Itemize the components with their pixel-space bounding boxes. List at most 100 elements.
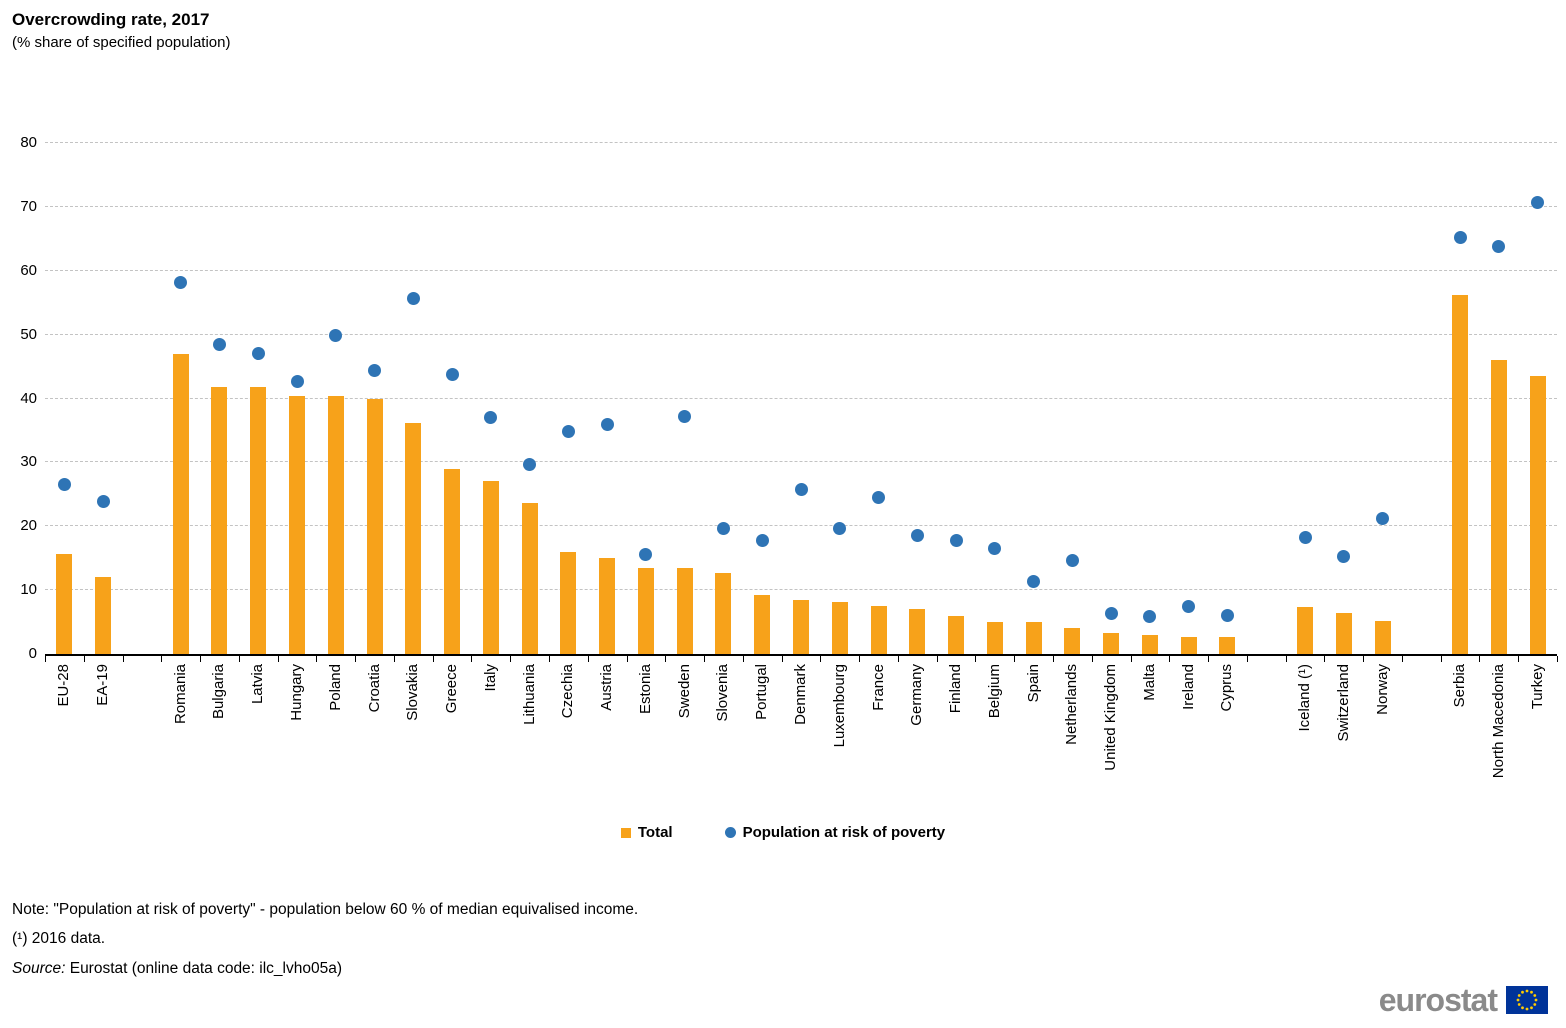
bar-romania: [172, 353, 189, 654]
bar-slovakia: [405, 422, 422, 654]
bar-greece: [444, 469, 461, 654]
x-tick: [742, 656, 744, 662]
gridline-70: [45, 205, 1557, 207]
bar-france: [870, 606, 887, 654]
dot-slovakia: [406, 292, 420, 306]
dot-norway: [1376, 512, 1390, 526]
dot-slovenia: [716, 521, 730, 535]
dot-austria: [600, 417, 614, 431]
dot-switzerland: [1337, 550, 1351, 564]
dot-germany: [910, 528, 924, 542]
dot-hungary: [290, 375, 304, 389]
y-tick-label-40: 40: [20, 389, 37, 407]
x-label-estonia: Estonia: [636, 664, 654, 715]
bar-hungary: [289, 395, 305, 654]
x-tick: [45, 656, 46, 662]
dot-netherlands: [1065, 553, 1079, 567]
dot-ea-19: [96, 495, 110, 509]
x-label-germany: Germany: [908, 664, 926, 726]
x-tick: [1208, 656, 1210, 662]
bar-norway: [1374, 621, 1391, 654]
gridline-40: [45, 397, 1557, 399]
x-tick: [1130, 656, 1132, 662]
bar-croatia: [366, 399, 383, 654]
bar-portugal: [754, 594, 771, 654]
x-label-norway: Norway: [1373, 664, 1391, 715]
bar-poland: [327, 395, 344, 654]
x-tick: [122, 656, 124, 662]
dot-finland: [949, 533, 963, 547]
bar-austria: [599, 558, 616, 654]
x-tick: [316, 656, 318, 662]
dot-lithuania: [523, 458, 537, 472]
bar-cyprus: [1219, 636, 1236, 654]
x-label-france: France: [869, 664, 887, 711]
total-bar-swatch-icon: [620, 827, 631, 838]
y-tick-label-20: 20: [20, 517, 37, 535]
x-label-latvia: Latvia: [249, 664, 267, 705]
x-tick: [820, 656, 822, 662]
dot-iceland: [1298, 530, 1312, 544]
x-label-austria: Austria: [598, 664, 616, 711]
x-tick: [83, 656, 85, 662]
bar-serbia: [1452, 295, 1469, 654]
bar-belgium: [986, 622, 1003, 654]
dot-croatia: [368, 363, 382, 377]
x-axis: EU-28 EA-19 Romania Bulgaria Latvia Hungary Po…: [45, 656, 1558, 816]
dot-united-kingdom: [1104, 606, 1118, 620]
source-prefix: Source:: [12, 960, 66, 977]
eu-flag-icon: [1506, 986, 1548, 1014]
x-label-slovenia: Slovenia: [714, 664, 732, 722]
dot-latvia: [251, 346, 265, 360]
bar-netherlands: [1064, 628, 1081, 654]
legend-item-total: Total: [620, 824, 673, 841]
dot-bulgaria: [212, 337, 226, 351]
x-tick: [238, 656, 240, 662]
dot-france: [872, 491, 886, 504]
x-tick: [549, 656, 550, 662]
x-label-croatia: Croatia: [365, 664, 383, 713]
y-tick-label-0: 0: [28, 645, 37, 662]
x-label-belgium: Belgium: [985, 664, 1003, 719]
dot-denmark: [794, 483, 808, 497]
gridline-30: [45, 461, 1557, 463]
bar-latvia: [250, 387, 267, 654]
x-tick: [161, 656, 163, 662]
y-tick-label-60: 60: [20, 261, 37, 279]
x-label-luxembourg: Luxembourg: [830, 664, 848, 748]
x-label-cyprus: Cyprus: [1218, 664, 1236, 712]
bar-estonia: [637, 568, 654, 654]
y-tick-label-30: 30: [20, 453, 37, 471]
x-tick: [975, 656, 977, 662]
x-label-czechia: Czechia: [559, 664, 577, 719]
x-label-switzerland: Switzerland: [1334, 664, 1352, 742]
gridline-20: [45, 525, 1557, 527]
x-label-finland: Finland: [947, 664, 965, 714]
x-tick: [781, 656, 783, 662]
bar-north-macedonia: [1490, 359, 1507, 654]
eurostat-logo: eurostat: [1379, 984, 1548, 1016]
dot-cyprus: [1220, 609, 1234, 623]
x-label-netherlands: Netherlands: [1063, 664, 1081, 745]
bar-spain: [1025, 622, 1042, 654]
gridline-80: [45, 142, 1557, 143]
plot-area: [45, 142, 1557, 656]
gridline-10: [45, 589, 1557, 591]
x-label-romania: Romania: [171, 664, 189, 725]
source-text: Eurostat (online data code: ilc_lvho05a): [65, 960, 343, 977]
x-label-ireland: Ireland: [1179, 664, 1197, 710]
dot-estonia: [639, 547, 653, 561]
x-tick: [1557, 656, 1558, 662]
bar-sweden: [676, 568, 693, 654]
x-label-iceland: Iceland (¹): [1296, 664, 1313, 732]
dot-belgium: [988, 542, 1002, 556]
bar-slovenia: [715, 572, 732, 654]
gridline-50: [45, 333, 1557, 335]
x-tick: [1363, 656, 1365, 662]
dot-poland: [329, 328, 343, 342]
dot-luxembourg: [833, 521, 847, 535]
x-label-denmark: Denmark: [792, 664, 809, 725]
dot-serbia: [1453, 231, 1467, 245]
x-tick: [1324, 656, 1326, 662]
